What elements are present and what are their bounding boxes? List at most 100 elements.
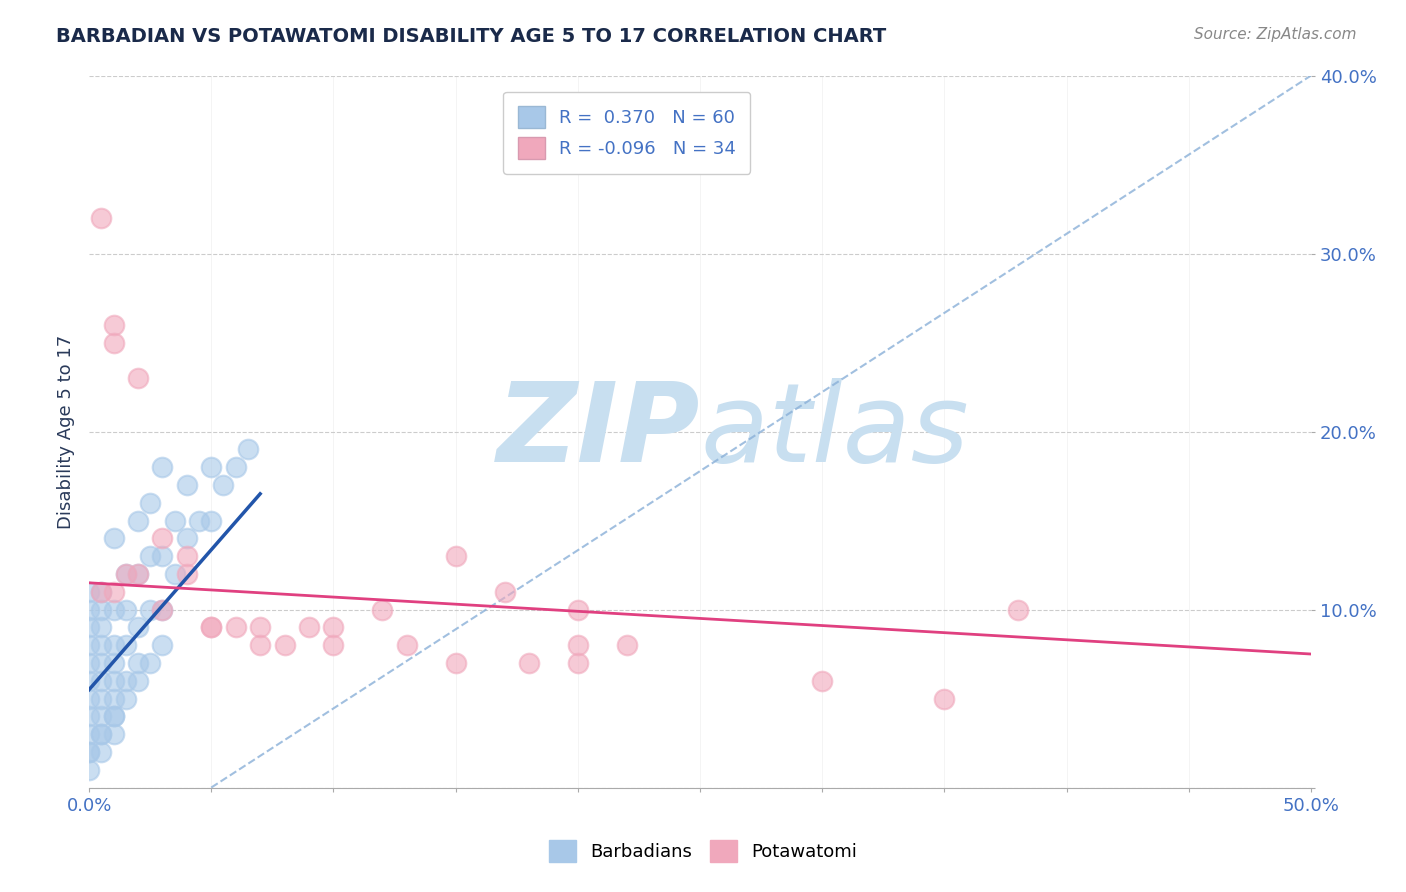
Point bbox=[139, 656, 162, 670]
Point bbox=[103, 727, 125, 741]
Point bbox=[127, 656, 149, 670]
Point bbox=[127, 566, 149, 581]
Point bbox=[103, 318, 125, 332]
Point bbox=[567, 656, 589, 670]
Point bbox=[114, 673, 136, 688]
Point bbox=[163, 514, 186, 528]
Point bbox=[176, 532, 198, 546]
Point bbox=[90, 673, 112, 688]
Point bbox=[150, 532, 173, 546]
Point bbox=[616, 638, 638, 652]
Point bbox=[103, 691, 125, 706]
Point bbox=[1007, 602, 1029, 616]
Point bbox=[139, 602, 162, 616]
Point bbox=[103, 709, 125, 723]
Point bbox=[298, 620, 321, 634]
Point bbox=[90, 709, 112, 723]
Point bbox=[127, 620, 149, 634]
Point bbox=[77, 638, 100, 652]
Point bbox=[77, 620, 100, 634]
Point bbox=[139, 496, 162, 510]
Point bbox=[150, 549, 173, 563]
Point bbox=[77, 656, 100, 670]
Point bbox=[90, 211, 112, 225]
Point bbox=[77, 584, 100, 599]
Point bbox=[103, 709, 125, 723]
Point bbox=[103, 673, 125, 688]
Text: Source: ZipAtlas.com: Source: ZipAtlas.com bbox=[1194, 27, 1357, 42]
Point bbox=[90, 727, 112, 741]
Point bbox=[517, 656, 540, 670]
Point bbox=[77, 691, 100, 706]
Point bbox=[249, 638, 271, 652]
Point bbox=[103, 602, 125, 616]
Point bbox=[225, 460, 247, 475]
Text: atlas: atlas bbox=[700, 378, 969, 485]
Point bbox=[567, 602, 589, 616]
Point bbox=[150, 460, 173, 475]
Point bbox=[90, 620, 112, 634]
Point bbox=[90, 691, 112, 706]
Point bbox=[322, 638, 344, 652]
Point bbox=[114, 638, 136, 652]
Point bbox=[90, 584, 112, 599]
Point bbox=[200, 620, 222, 634]
Legend: Barbadians, Potawatomi: Barbadians, Potawatomi bbox=[541, 833, 865, 870]
Point bbox=[77, 709, 100, 723]
Point bbox=[114, 691, 136, 706]
Point bbox=[200, 620, 222, 634]
Text: ZIP: ZIP bbox=[496, 378, 700, 485]
Point bbox=[90, 602, 112, 616]
Point bbox=[90, 638, 112, 652]
Text: BARBADIAN VS POTAWATOMI DISABILITY AGE 5 TO 17 CORRELATION CHART: BARBADIAN VS POTAWATOMI DISABILITY AGE 5… bbox=[56, 27, 887, 45]
Point bbox=[103, 656, 125, 670]
Legend: R =  0.370   N = 60, R = -0.096   N = 34: R = 0.370 N = 60, R = -0.096 N = 34 bbox=[503, 92, 751, 174]
Point bbox=[114, 566, 136, 581]
Point bbox=[200, 460, 222, 475]
Point bbox=[114, 602, 136, 616]
Point bbox=[103, 638, 125, 652]
Point bbox=[127, 514, 149, 528]
Point bbox=[225, 620, 247, 634]
Point bbox=[567, 638, 589, 652]
Point bbox=[127, 371, 149, 385]
Point bbox=[322, 620, 344, 634]
Point bbox=[77, 763, 100, 777]
Point bbox=[114, 566, 136, 581]
Point bbox=[444, 656, 467, 670]
Point bbox=[176, 566, 198, 581]
Point bbox=[77, 745, 100, 759]
Point bbox=[273, 638, 295, 652]
Point bbox=[163, 566, 186, 581]
Point bbox=[103, 335, 125, 350]
Point bbox=[103, 584, 125, 599]
Point bbox=[77, 673, 100, 688]
Point bbox=[90, 656, 112, 670]
Point bbox=[200, 514, 222, 528]
Point bbox=[811, 673, 834, 688]
Point bbox=[150, 638, 173, 652]
Point bbox=[127, 566, 149, 581]
Point bbox=[90, 727, 112, 741]
Point bbox=[494, 584, 516, 599]
Point bbox=[150, 602, 173, 616]
Point bbox=[90, 584, 112, 599]
Point bbox=[77, 602, 100, 616]
Point bbox=[236, 442, 259, 457]
Point bbox=[188, 514, 211, 528]
Point bbox=[249, 620, 271, 634]
Point bbox=[176, 478, 198, 492]
Point bbox=[77, 727, 100, 741]
Point bbox=[139, 549, 162, 563]
Point bbox=[934, 691, 956, 706]
Point bbox=[77, 745, 100, 759]
Point bbox=[371, 602, 394, 616]
Point bbox=[176, 549, 198, 563]
Point bbox=[103, 532, 125, 546]
Y-axis label: Disability Age 5 to 17: Disability Age 5 to 17 bbox=[58, 334, 75, 529]
Point bbox=[395, 638, 418, 652]
Point bbox=[127, 673, 149, 688]
Point bbox=[150, 602, 173, 616]
Point bbox=[212, 478, 235, 492]
Point bbox=[444, 549, 467, 563]
